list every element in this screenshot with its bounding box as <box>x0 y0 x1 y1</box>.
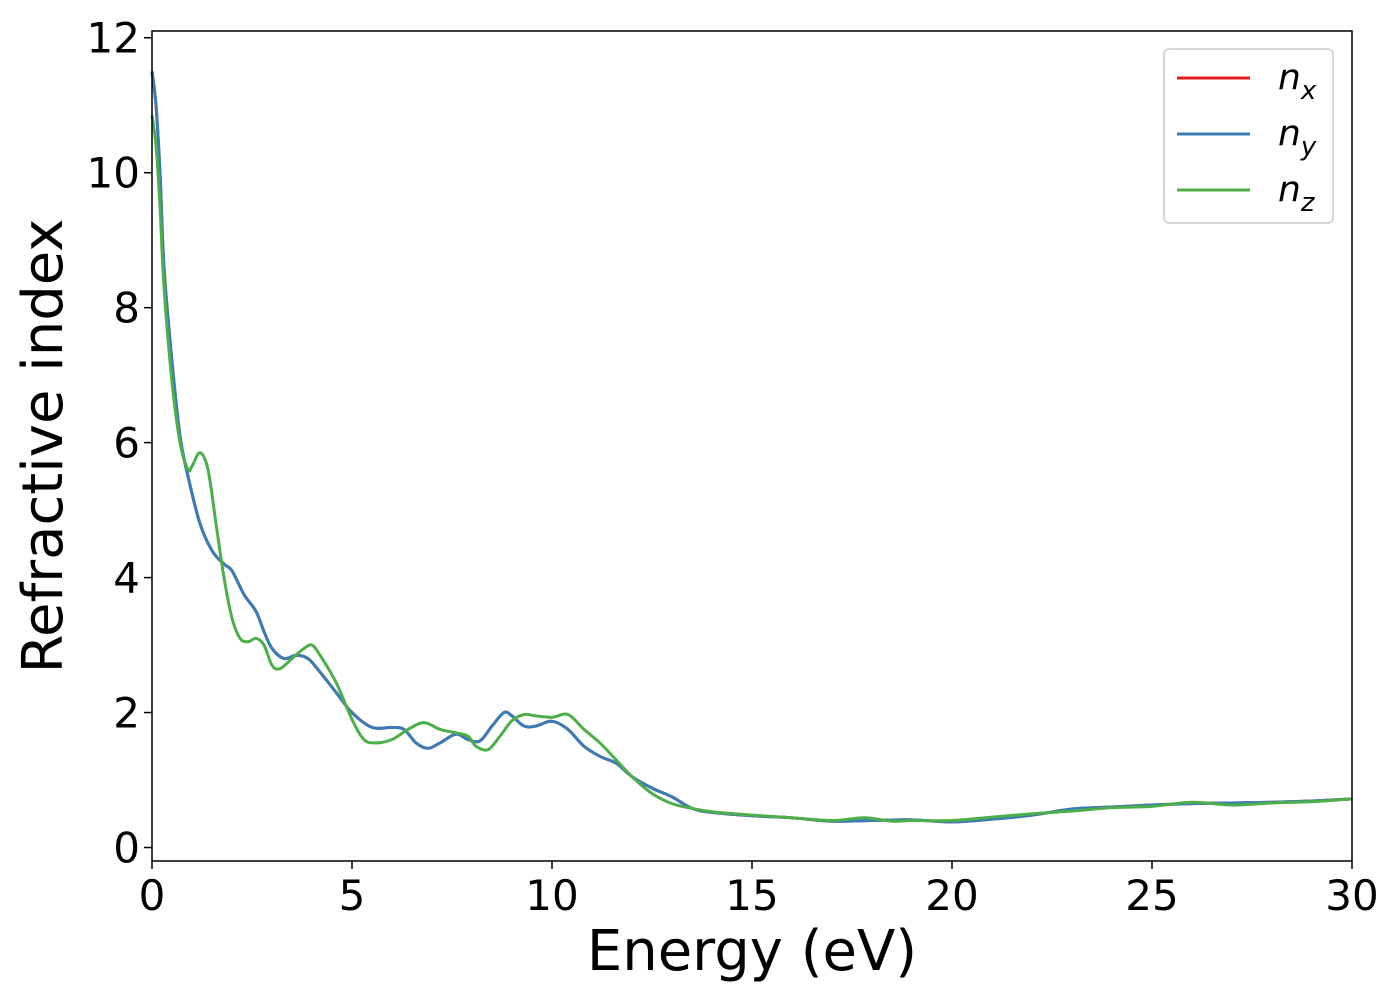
y-tick-label: 12 <box>87 14 140 63</box>
legend-box <box>1163 48 1334 224</box>
x-tick-label: 20 <box>925 871 978 920</box>
x-axis-ticks: 0 5 10 15 20 25 30 <box>139 861 1379 920</box>
x-axis-title: Energy (eV) <box>587 919 917 984</box>
x-tick-label: 0 <box>139 871 166 920</box>
legend-label-z: nz <box>1278 169 1316 218</box>
y-tick-label: 2 <box>113 689 140 738</box>
legend-label-x: nx <box>1278 57 1317 106</box>
y-tick-label: 10 <box>87 149 140 198</box>
series-lines <box>150 71 1353 824</box>
x-tick-label: 15 <box>725 871 778 920</box>
x-tick-label: 10 <box>525 871 578 920</box>
legend-label-y: ny <box>1278 113 1317 162</box>
x-tick-label: 5 <box>339 871 366 920</box>
series-line-z <box>150 115 1353 823</box>
x-tick-label: 30 <box>1325 871 1378 920</box>
y-tick-label: 6 <box>113 419 140 468</box>
y-axis-title: Refractive index <box>11 219 76 674</box>
y-axis-ticks: 0 2 4 6 8 10 12 <box>87 14 152 873</box>
legend: nx ny nz <box>1163 48 1334 224</box>
y-tick-label: 8 <box>113 284 140 333</box>
x-tick-label: 25 <box>1125 871 1178 920</box>
y-tick-label: 0 <box>113 824 140 873</box>
y-tick-label: 4 <box>113 554 140 603</box>
